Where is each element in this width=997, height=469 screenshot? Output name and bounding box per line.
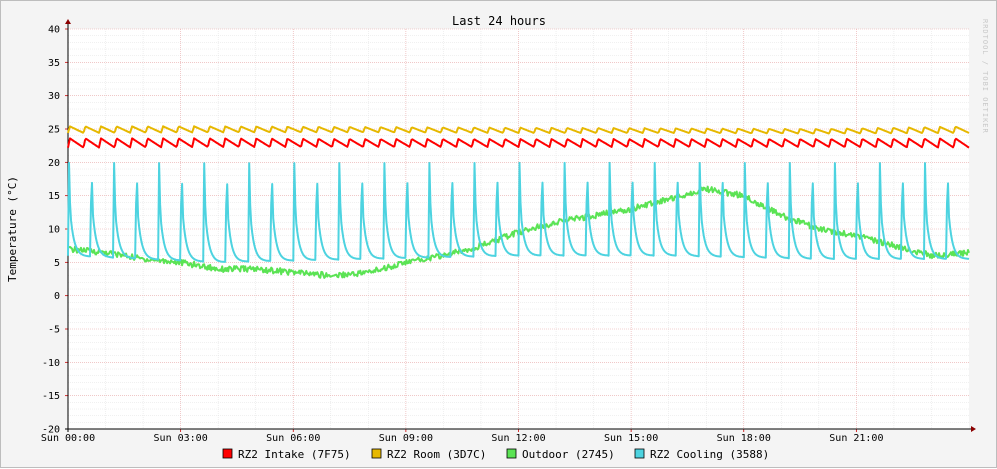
x-axis-arrow <box>971 426 976 432</box>
x-tick-label: Sun 12:00 <box>491 433 545 444</box>
y-tick-label: -15 <box>42 391 60 402</box>
series-line-1 <box>67 125 970 135</box>
legend-swatch <box>222 448 233 459</box>
x-tick-label: Sun 15:00 <box>604 433 658 444</box>
x-tick-label: Sun 09:00 <box>379 433 433 444</box>
legend-label: RZ2 Intake (7F75) <box>238 448 351 461</box>
y-tick-label: 0 <box>54 291 60 302</box>
x-tick-label: Sun 03:00 <box>154 433 208 444</box>
y-tick-label: 40 <box>48 25 60 36</box>
legend-label: RZ2 Cooling (3588) <box>650 448 769 461</box>
y-tick-label: 15 <box>48 191 60 202</box>
series-line-3 <box>67 161 970 263</box>
y-tick-label: 20 <box>48 158 60 169</box>
y-axis-arrow <box>65 19 71 24</box>
x-tick-label: Sun 00:00 <box>41 433 95 444</box>
chart-legend: RZ2 Intake (7F75) RZ2 Room (3D7C) Outdoor … <box>222 448 769 461</box>
x-tick-label: Sun 18:00 <box>717 433 771 444</box>
y-tick-label: 10 <box>48 225 60 236</box>
rrdtool-watermark: RRDTOOL / TOBI OETIKER <box>981 19 989 134</box>
chart-series <box>67 125 970 279</box>
y-axis-label: Temperature (°C) <box>6 176 19 282</box>
y-tick-label: -5 <box>48 325 60 336</box>
y-tick-label: -20 <box>42 425 60 436</box>
legend-swatch <box>371 448 382 459</box>
series-line-0 <box>67 137 970 149</box>
y-tick-label: 5 <box>54 258 60 269</box>
y-tick-label: 30 <box>48 91 60 102</box>
x-tick-label: Sun 21:00 <box>829 433 883 444</box>
y-tick-label: -10 <box>42 358 60 369</box>
chart-title: Last 24 hours <box>452 14 546 28</box>
y-tick-label: 35 <box>48 58 60 69</box>
x-tick-label: Sun 06:00 <box>266 433 320 444</box>
legend-label: Outdoor (2745) <box>522 448 615 461</box>
y-tick-label: 25 <box>48 125 60 136</box>
legend-label: RZ2 Room (3D7C) <box>387 448 486 461</box>
legend-swatch <box>634 448 645 459</box>
legend-swatch <box>506 448 517 459</box>
